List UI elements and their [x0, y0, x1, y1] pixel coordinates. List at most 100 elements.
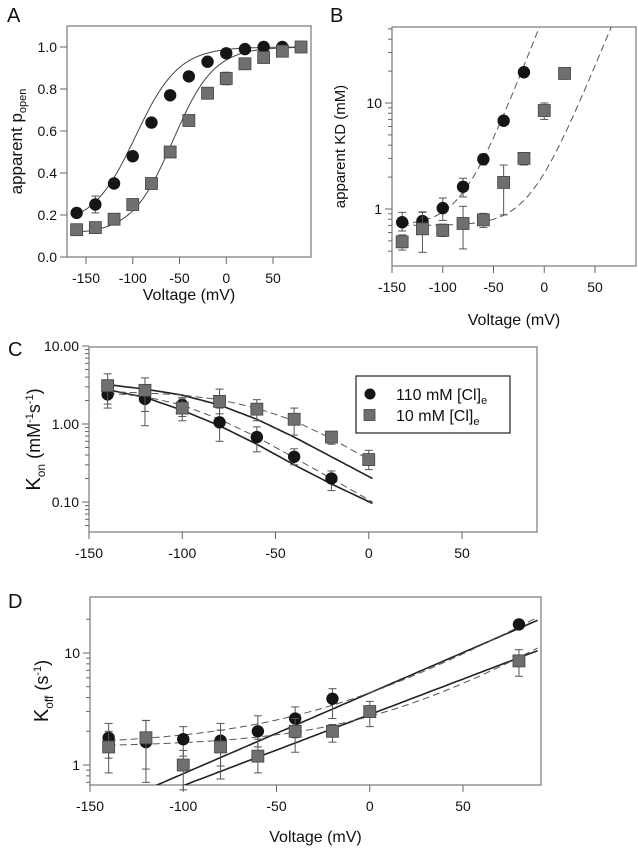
fit-curve-solid	[107, 388, 373, 505]
data-point-square	[362, 453, 376, 466]
fit-curve-dashed	[402, 27, 540, 225]
data-point-circle	[177, 732, 190, 746]
y-tick-label: 10	[64, 645, 80, 661]
legend-marker-circle	[364, 388, 376, 400]
y-tick-label: 0.10	[52, 494, 79, 510]
panel-letter: D	[8, 591, 22, 613]
data-point-square	[101, 379, 115, 393]
legend-marker-square	[363, 409, 376, 421]
x-tick-label: -150	[76, 798, 104, 814]
data-point-circle	[436, 201, 449, 215]
plot-frame	[391, 26, 637, 267]
panel-letter: C	[8, 339, 22, 361]
data-point-circle	[326, 692, 339, 706]
x-tick-label: 50	[454, 545, 470, 561]
x-axis-label: Voltage (mV)	[468, 312, 560, 329]
fit-curve-dashed	[108, 616, 538, 741]
data-point-circle	[512, 618, 526, 631]
data-point-square	[363, 705, 377, 718]
data-point-square	[251, 749, 265, 763]
y-tick-label: 0.8	[38, 81, 58, 97]
series-10mM	[102, 649, 526, 791]
plot-frame	[88, 346, 538, 533]
series-110mM	[395, 66, 531, 232]
data-point-square	[163, 145, 177, 159]
data-point-square	[512, 654, 526, 668]
data-point-circle	[477, 152, 490, 166]
y-tick-label: 10.00	[44, 338, 79, 354]
plot-frame	[89, 596, 542, 786]
y-tick-label: 1.00	[52, 416, 79, 432]
y-tick-label: 0.6	[38, 123, 58, 139]
panel-letter: B	[330, 5, 343, 27]
data-point-square	[250, 402, 264, 416]
data-point-square	[145, 177, 158, 190]
x-axis-label: Voltage (mV)	[143, 287, 235, 304]
data-point-circle	[250, 430, 264, 444]
series-10mM	[101, 373, 376, 471]
data-point-circle	[107, 177, 121, 190]
fit-curve-solid	[155, 619, 538, 785]
x-tick-label: -100	[169, 798, 197, 814]
x-tick-label: 0	[365, 545, 373, 561]
y-tick-label: 0.2	[38, 207, 58, 223]
x-tick-label: 0	[366, 798, 374, 814]
x-tick-label: -100	[429, 279, 457, 295]
series-10mM	[70, 40, 308, 237]
series-110mM	[102, 618, 526, 783]
data-point-square	[497, 176, 511, 189]
data-point-circle	[287, 450, 301, 463]
x-tick-label: 0	[222, 270, 230, 286]
y-tick-label: 1.0	[38, 39, 58, 55]
data-point-square	[238, 57, 252, 71]
y-tick-label: 1	[72, 757, 80, 773]
data-point-circle	[145, 116, 158, 129]
error-bar	[216, 729, 225, 780]
data-point-square	[126, 198, 140, 211]
data-point-square	[102, 740, 116, 754]
data-point-square	[176, 758, 190, 772]
data-point-circle	[70, 206, 83, 220]
x-axis-label: Voltage (mV)	[269, 829, 361, 846]
data-point-circle	[220, 47, 233, 60]
data-point-circle	[163, 89, 177, 102]
y-tick-label: 0.0	[38, 249, 58, 265]
x-tick-label: -150	[72, 270, 100, 286]
legend-box	[355, 375, 511, 434]
x-tick-label: -150	[75, 545, 103, 561]
y-tick-label: 10	[366, 95, 382, 111]
panel-d: D -150 -100 -50 0 50 1 10 Voltage (mV) Koff (s-1)	[8, 591, 542, 846]
data-point-square	[395, 235, 409, 249]
data-point-square	[201, 86, 214, 100]
x-tick-label: -50	[266, 798, 286, 814]
data-point-square	[107, 212, 121, 226]
data-point-circle	[213, 416, 226, 429]
data-point-square	[416, 222, 429, 236]
data-point-square	[288, 724, 302, 738]
fit-curve-dashed	[107, 392, 373, 503]
x-tick-label: -50	[483, 279, 503, 295]
series-10mM	[395, 67, 571, 253]
fit-curve-solid	[182, 649, 538, 785]
panel-a: A -150 -100 -50 0 50 0.0 0.2 0.4 0.6 0.8 1.0 Voltage…	[7, 5, 312, 304]
data-point-square	[275, 44, 289, 58]
x-tick-label: -100	[119, 270, 147, 286]
y-axis-label: Koff (s-1)	[31, 660, 56, 722]
panel-b: B -150 -100 -50 0 50 1 10 Voltage (mV) apparent K…	[330, 5, 637, 329]
x-tick-label: 50	[587, 279, 603, 295]
y-tick-label: 1	[374, 201, 382, 217]
data-point-square	[214, 740, 227, 754]
plot-area	[402, 27, 612, 226]
data-point-circle	[182, 70, 196, 83]
data-point-square	[175, 401, 189, 415]
data-point-square	[182, 114, 196, 127]
data-point-circle	[238, 42, 252, 56]
data-point-circle	[126, 150, 139, 163]
data-point-square	[139, 731, 153, 745]
legend-label: 110 mM [Cl]e	[396, 387, 487, 407]
fit-curve-dashed	[402, 27, 612, 226]
data-point-square	[294, 40, 308, 54]
legend-label: 10 mM [Cl]e	[396, 408, 479, 428]
data-point-square	[517, 152, 531, 165]
data-point-square	[213, 394, 226, 408]
